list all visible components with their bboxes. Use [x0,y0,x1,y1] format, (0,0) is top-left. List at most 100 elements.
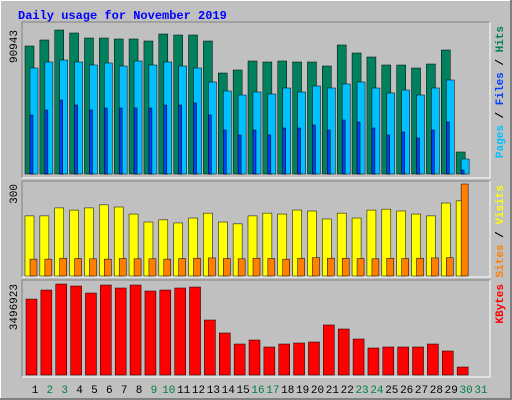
x-tick-label: 19 [296,385,309,397]
bar [89,258,97,277]
bar [327,257,335,277]
bar [193,102,197,175]
bar [446,121,450,175]
bar [178,104,182,175]
x-tick-label: 24 [370,385,384,397]
bar [312,257,320,277]
bar [178,258,186,277]
panel-bevel-dark [21,21,490,178]
bar [252,129,257,175]
legend: KBytes [495,284,507,324]
x-tick-label: 4 [76,385,83,397]
bar [371,127,376,175]
x-tick-label: 9 [151,385,158,397]
bar [267,134,272,175]
bar [129,284,142,376]
bar [386,92,396,175]
bar [218,221,228,277]
bar [336,212,347,277]
bar [431,129,435,175]
bar [282,258,290,277]
bar [366,209,377,277]
bar [248,339,261,376]
panel-bevel-dark [21,279,490,377]
bar [159,289,172,376]
bar [401,131,405,175]
bar [297,127,301,175]
bar [208,257,216,277]
bar [44,109,49,175]
bar [59,257,67,277]
bar [386,257,395,277]
bar [367,347,380,376]
bar [327,129,331,175]
bar [70,285,82,376]
x-tick-label: 15 [237,385,250,397]
legend-separator: / [495,105,507,125]
legend: Sites / Visits [495,185,507,277]
bar [188,217,198,277]
x-tick-label: 1 [32,385,39,397]
legend-separator: / [495,52,507,72]
legend-entry: KBytes [495,284,507,324]
bar [143,221,154,277]
bar [323,324,335,376]
bar [104,258,112,277]
bar [282,127,286,175]
x-tick-label: 20 [311,385,324,397]
bar [252,257,261,277]
x-tick-label: 21 [326,385,340,397]
bar [401,258,409,277]
bar [293,342,305,376]
bar [292,209,302,277]
bar [223,129,227,175]
x-tick-label: 6 [106,385,113,397]
bar [262,212,273,277]
bar [297,257,305,277]
legend-separator: / [495,225,507,245]
bar [148,107,153,175]
x-tick-label: 13 [207,385,220,397]
bar [267,93,277,175]
bar [381,208,392,277]
y-tick-label: 90943 [9,30,21,63]
bar [441,202,451,277]
bar [189,286,201,376]
bar [278,343,290,376]
bar [416,257,424,277]
x-tick-label: 28 [430,385,443,397]
bar [128,213,139,277]
bar [163,104,168,175]
bar [456,366,469,376]
bar [84,207,94,277]
bar [307,210,317,277]
bar [204,319,216,376]
x-tick-label: 31 [474,385,488,397]
bar [431,257,439,277]
bar [208,114,212,175]
y-tick-label: 3496923 [9,284,21,330]
bar [173,222,183,277]
bar [69,209,79,277]
x-tick-label: 23 [355,385,368,397]
bar [267,258,276,277]
bar [337,328,350,376]
x-tick-label: 5 [91,385,98,397]
bar [232,223,243,277]
bar [322,218,332,277]
bar [263,346,276,376]
x-tick-label: 17 [266,385,279,397]
bar [427,343,439,376]
bar [233,343,246,376]
bar [163,258,172,277]
legend-entry: Visits [495,185,507,225]
bar [158,219,169,277]
x-tick-label: 2 [47,385,54,397]
bar [397,346,409,376]
y-tick-label: 300 [9,184,21,204]
x-tick-label: 30 [460,385,473,397]
bar [113,206,124,277]
bar [308,341,320,376]
bar [29,258,38,277]
